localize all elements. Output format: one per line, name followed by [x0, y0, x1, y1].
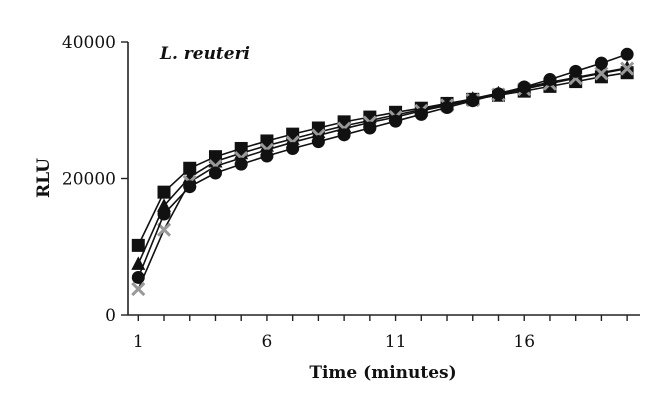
data-point-circle: [491, 87, 505, 101]
data-point-triangle: [157, 198, 172, 212]
x-tick-label: 1: [133, 332, 144, 352]
data-point-square: [183, 161, 197, 175]
data-point-circle: [311, 135, 325, 149]
data-point-circle: [440, 101, 454, 115]
data-point-circle: [543, 73, 557, 87]
data-point-x: [131, 282, 146, 297]
data-point-circle: [466, 94, 480, 108]
data-point-circle: [620, 47, 634, 61]
data-point-circle: [260, 149, 274, 163]
data-point-circle: [208, 166, 222, 180]
data-point-square: [157, 185, 171, 199]
y-tick-label: 20000: [62, 170, 116, 190]
data-point-square: [131, 238, 145, 252]
data-point-circle: [286, 141, 300, 155]
x-tick-label: 11: [385, 332, 407, 352]
data-point-circle: [569, 64, 583, 78]
y-tick-label: 40000: [62, 33, 116, 53]
data-point-x: [620, 61, 635, 76]
series-x-line: [137, 67, 628, 290]
data-point-x: [594, 66, 609, 81]
x-axis-title: Time (minutes): [309, 363, 456, 383]
data-point-triangle: [131, 256, 146, 270]
x-tick-label: 6: [262, 332, 273, 352]
y-tick-label: 0: [105, 306, 116, 326]
data-point-circle: [517, 80, 531, 94]
data-point-circle: [337, 128, 351, 142]
data-point-circle: [183, 180, 197, 194]
data-point-circle: [594, 56, 608, 70]
x-tick-label: 16: [513, 332, 535, 352]
data-point-circle: [363, 121, 377, 135]
annotation-species: L. reuteri: [159, 44, 250, 64]
data-point-circle: [389, 114, 403, 128]
data-point-circle: [234, 157, 248, 171]
data-point-circle: [131, 270, 145, 284]
data-point-circle: [157, 207, 171, 221]
y-axis-title: RLU: [34, 158, 54, 198]
data-point-circle: [414, 107, 428, 121]
